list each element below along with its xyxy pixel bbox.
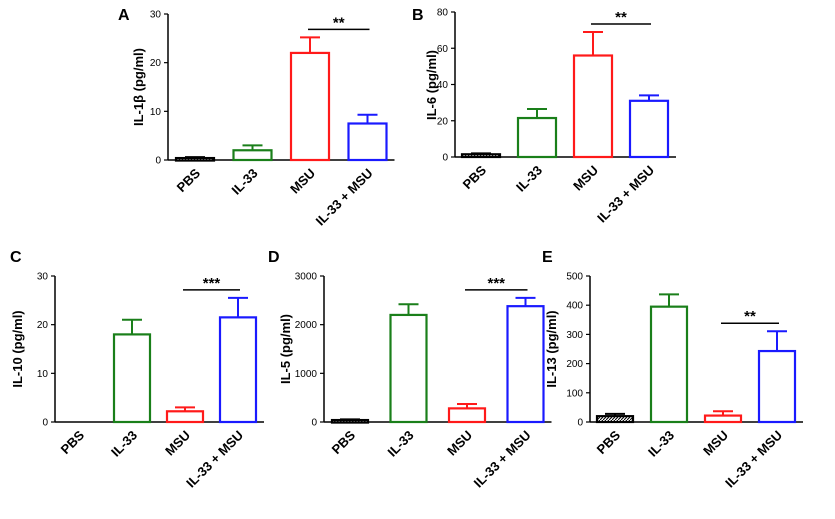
y-tick-label: 10 — [150, 107, 162, 118]
y-tick-label: 100 — [566, 388, 583, 399]
x-tick-label-il-33: IL-33 — [229, 166, 261, 198]
y-tick-label: 60 — [437, 44, 449, 55]
bar-msu — [572, 54, 614, 159]
y-tick-label: 300 — [566, 330, 583, 341]
x-tick-label-pbs: PBS — [58, 427, 88, 457]
panel-letter: E — [542, 249, 553, 266]
x-tick-label-msu: MSU — [444, 428, 475, 459]
panel-d: D IL-5 (pg/ml) 0 1000 2000 3000 PBS IL-33 MSUIL-… — [268, 249, 552, 490]
y-tick-label: 20 — [37, 320, 49, 331]
y-axis-label: IL-6 (pg/ml) — [424, 50, 439, 120]
bar-il-33 — [649, 305, 689, 424]
y-tick-label: 0 — [155, 156, 161, 167]
panel-letter: B — [412, 7, 424, 24]
bar-pbs — [174, 156, 216, 162]
bar-il-33-msu — [347, 122, 388, 162]
y-tick-label: 30 — [37, 272, 49, 283]
x-tick-label-il-33-msu: IL-33 + MSU — [183, 428, 246, 491]
x-tick-label-il-33: IL-33 — [645, 428, 677, 460]
y-tick-label: 80 — [437, 8, 449, 19]
significance-label: ** — [744, 308, 756, 325]
bar-msu — [703, 414, 743, 424]
bar-il-33-msu — [757, 349, 797, 424]
bar-msu — [289, 51, 331, 162]
y-tick-label: 0 — [577, 418, 583, 429]
bar-pbs — [330, 418, 370, 424]
significance-label: *** — [487, 275, 505, 292]
bar-il-33-msu — [506, 305, 545, 424]
y-axis-label: IL-13 (pg/ml) — [544, 310, 559, 387]
significance-label: *** — [203, 275, 221, 292]
y-axis-label: IL-10 (pg/ml) — [10, 310, 25, 387]
x-tick-label-il-33-msu: IL-33 + MSU — [594, 163, 657, 226]
x-tick-label-il-33-msu: IL-33 + MSU — [471, 428, 534, 491]
x-tick-label-il-33-msu: IL-33 + MSU — [722, 428, 785, 491]
y-tick-label: 1000 — [295, 369, 318, 380]
x-tick-label-msu: MSU — [162, 428, 193, 459]
x-tick-label-pbs: PBS — [174, 165, 204, 195]
bar-msu — [165, 410, 205, 424]
y-tick-label: 30 — [150, 10, 162, 21]
bar-pbs — [595, 415, 635, 424]
bar-il-33 — [516, 116, 558, 159]
bar-il-33 — [232, 149, 273, 162]
y-tick-label: 500 — [566, 272, 583, 283]
x-tick-label-il-33-msu: IL-33 + MSU — [313, 166, 376, 229]
x-tick-label-msu: MSU — [570, 163, 601, 194]
y-tick-label: 10 — [37, 369, 49, 380]
y-tick-label: 3000 — [295, 272, 318, 283]
bar-il-33 — [112, 333, 152, 424]
panel-letter: A — [118, 7, 130, 24]
y-tick-label: 2000 — [295, 320, 318, 331]
y-tick-label: 200 — [566, 359, 583, 370]
x-tick-label-msu: MSU — [287, 166, 318, 197]
y-tick-label: 40 — [437, 80, 449, 91]
y-tick-label: 0 — [42, 418, 48, 429]
y-tick-label: 20 — [437, 116, 449, 127]
y-tick-label: 20 — [150, 58, 162, 69]
x-tick-label-il-33: IL-33 — [513, 163, 545, 195]
panel-letter: D — [268, 249, 280, 266]
bar-msu — [447, 407, 487, 424]
panel-letter: C — [10, 249, 22, 266]
bar-il-33-msu — [628, 99, 670, 159]
x-tick-label-msu: MSU — [700, 428, 731, 459]
y-axis-label: IL-5 (pg/ml) — [278, 314, 293, 384]
y-tick-label: 0 — [311, 418, 317, 429]
x-tick-label-pbs: PBS — [329, 427, 359, 457]
x-tick-label-pbs: PBS — [460, 162, 490, 192]
x-tick-label-il-33: IL-33 — [108, 428, 140, 460]
x-tick-label-il-33: IL-33 — [385, 428, 417, 460]
panel-e: E IL-13 (pg/ml) 0 100 200 300 400 500 PBS IL-33 MS… — [542, 249, 803, 490]
x-tick-label-pbs: PBS — [594, 427, 624, 457]
significance-label: ** — [615, 9, 627, 26]
significance-label: ** — [333, 14, 345, 31]
bar-pbs — [460, 153, 502, 159]
bar-il-33 — [389, 313, 428, 424]
y-axis-label: IL-1β (pg/ml) — [131, 48, 146, 126]
bar-il-33-msu — [218, 316, 258, 424]
y-tick-label: 400 — [566, 301, 583, 312]
y-tick-label: 0 — [442, 153, 448, 164]
